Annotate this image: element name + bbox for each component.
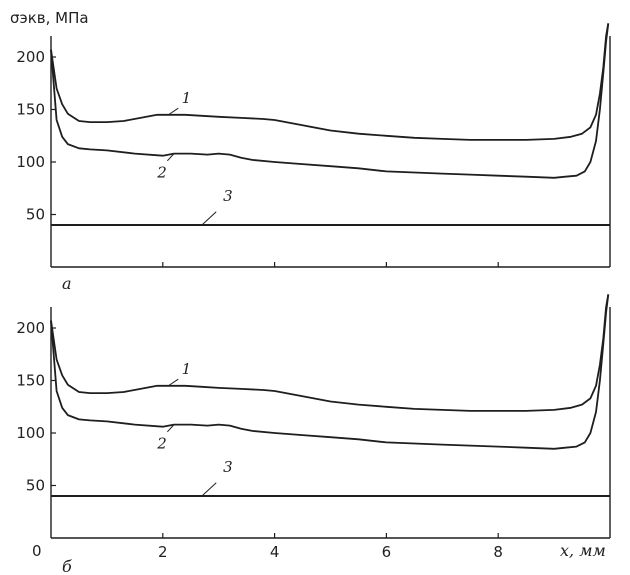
y-axis-title: σэкв, МПа [10, 9, 89, 27]
panel-label: б [62, 557, 72, 575]
y-tick-label: 100 [16, 153, 45, 171]
series-line-2 [50, 294, 610, 450]
series-label-1: 1 [182, 360, 192, 378]
y-tick-label: 200 [16, 48, 45, 66]
panel-a: 50 100 150 200 1 2 3 а [16, 23, 611, 293]
y-tick-label: 150 [16, 101, 45, 119]
series-label-2: 2 [156, 435, 167, 453]
x-axis-title: x, мм [560, 541, 606, 560]
series-leader-2 [167, 153, 175, 162]
y-tick-label: 50 [26, 477, 45, 495]
series-label-3: 3 [223, 187, 233, 205]
x-tick-label: 4 [270, 543, 280, 561]
y-tick-label: 50 [26, 206, 45, 224]
x-tick-label: 6 [382, 543, 392, 561]
x-tick-label: 8 [493, 543, 503, 561]
series-line-2 [50, 23, 610, 179]
series-leader-2 [167, 424, 175, 433]
series-label-2: 2 [156, 164, 167, 182]
x-tick-label-zero: 0 [32, 542, 42, 560]
series-label-1: 1 [182, 89, 192, 107]
y-tick-label: 150 [16, 372, 45, 390]
series-line-1 [50, 294, 610, 412]
series-leader-1 [168, 107, 179, 116]
panel-label: а [62, 274, 72, 293]
series-leader-3 [201, 482, 217, 497]
y-tick-label: 100 [16, 424, 45, 442]
x-tick-label: 2 [158, 543, 168, 561]
series-leader-1 [168, 378, 179, 387]
series-line-1 [50, 23, 610, 141]
series-label-3: 3 [223, 458, 233, 476]
series-leader-3 [201, 211, 217, 226]
panel-b: 50 100 150 200 2 4 6 8 1 2 3 б [16, 294, 611, 575]
y-tick-label: 200 [16, 319, 45, 337]
